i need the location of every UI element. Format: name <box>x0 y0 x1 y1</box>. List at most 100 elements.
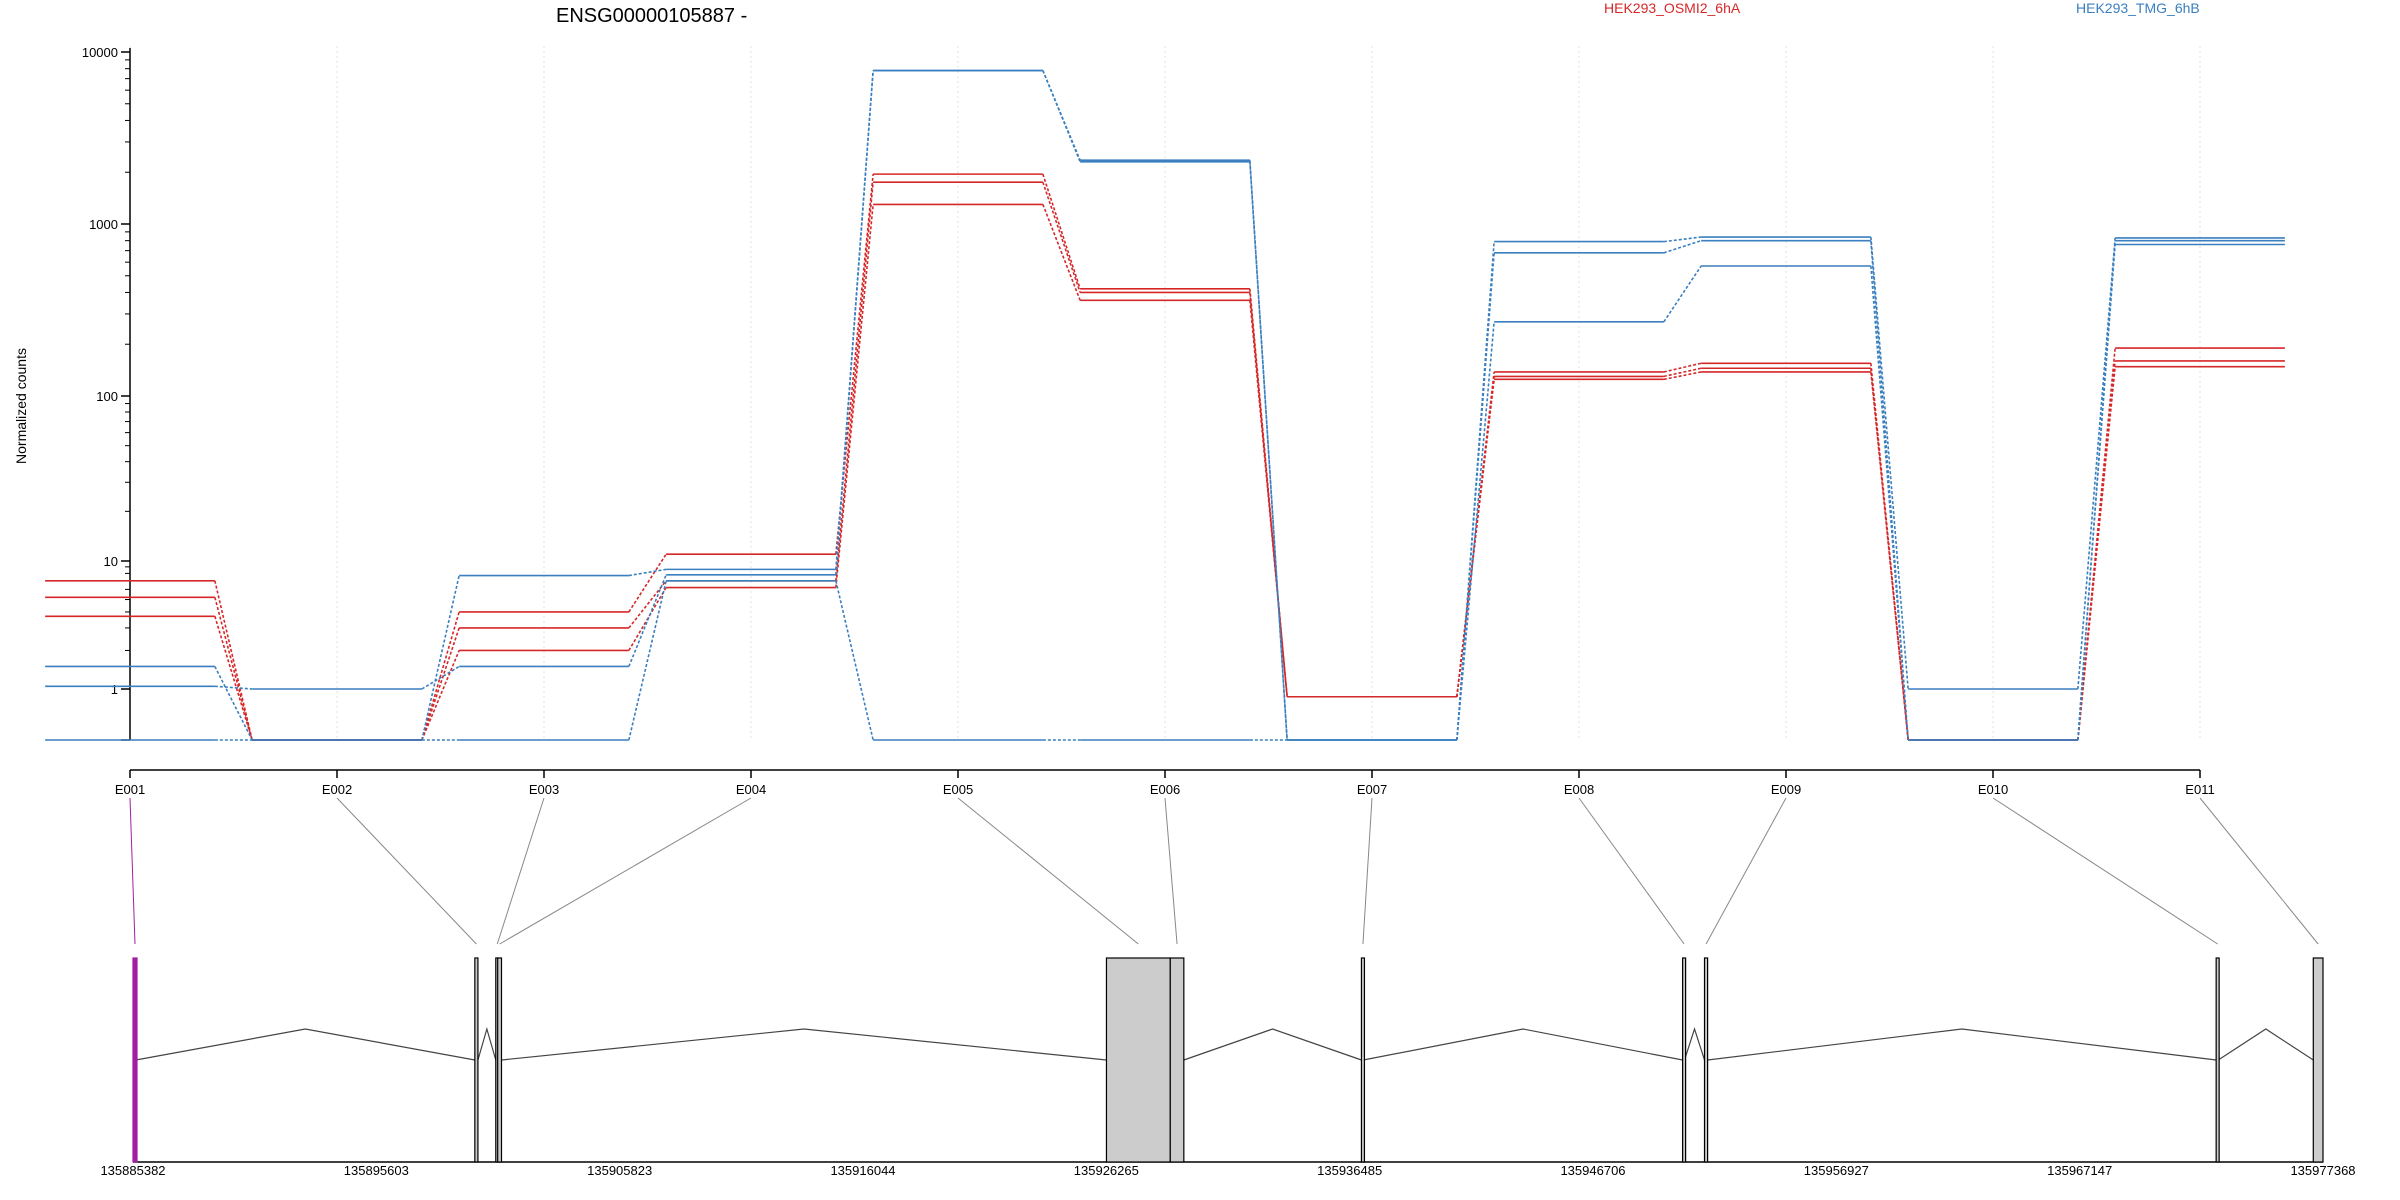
exon-connector-e002 <box>336 797 477 945</box>
intron-line <box>1183 1028 1362 1061</box>
y-tick-label: 1000 <box>89 217 118 232</box>
data-connector <box>835 182 874 581</box>
x-tick-label-e007: E007 <box>1357 782 1387 797</box>
data-connector <box>2077 237 2116 690</box>
series-line <box>45 243 2285 741</box>
legend-entry-osmi2: HEK293_OSMI2_6hA <box>1604 0 1741 16</box>
intron-line <box>1707 1028 2217 1061</box>
series-line <box>45 203 2285 741</box>
y-tick-label: 10000 <box>82 45 118 60</box>
data-connector <box>628 580 667 741</box>
coordinate-label: 135905823 <box>587 1163 652 1178</box>
data-connector <box>1870 371 1909 741</box>
exon-connector-e009 <box>1705 797 1787 945</box>
y-tick-label: 10 <box>104 554 118 569</box>
exon-connector-e001 <box>129 797 136 945</box>
exon-connectors <box>129 797 2319 945</box>
exon-box-e001 <box>132 957 138 1163</box>
data-connector <box>628 568 667 577</box>
exon-box-e009 <box>1703 957 1709 1163</box>
data-connector <box>1042 181 1081 293</box>
coordinate-label: 135956927 <box>1804 1163 1869 1178</box>
exon-box-e006 <box>1169 957 1185 1163</box>
x-tick-label-e008: E008 <box>1564 782 1594 797</box>
intron-line <box>135 1028 475 1061</box>
data-connector <box>1663 239 1702 254</box>
legend-entry-tmg: HEK293_TMG_6hB <box>2076 0 2200 16</box>
series-line <box>45 69 2285 741</box>
data-connector <box>628 580 667 629</box>
data-connector <box>2077 244 2116 741</box>
exon-connector-e007 <box>1362 797 1373 945</box>
coordinate-label: 135936485 <box>1317 1163 1382 1178</box>
x-tick-label-e006: E006 <box>1150 782 1180 797</box>
data-connector <box>421 665 460 690</box>
intron-line <box>2217 1028 2314 1061</box>
data-connector <box>835 580 874 741</box>
data-connector <box>1249 292 1288 697</box>
y-axis-label: Normalized counts <box>13 348 29 464</box>
coordinate-label: 135926265 <box>1074 1163 1139 1178</box>
data-connector <box>1870 265 1909 741</box>
y-tick-label: 1 <box>111 682 118 697</box>
chart-title: ENSG00000105887 - <box>556 5 747 27</box>
x-tick-label-e009: E009 <box>1771 782 1801 797</box>
coordinate-label: 135946706 <box>1560 1163 1625 1178</box>
x-tick-label-e003: E003 <box>529 782 559 797</box>
data-connector <box>1663 371 1702 381</box>
data-connector <box>1870 236 1909 690</box>
data-connector <box>421 611 460 741</box>
data-connector <box>1663 367 1702 378</box>
data-connector <box>835 70 874 575</box>
exon-connector-e006 <box>1164 797 1178 945</box>
gridlines <box>129 46 2201 740</box>
intron-line <box>501 1028 1107 1061</box>
x-tick-label-e010: E010 <box>1978 782 2008 797</box>
data-connector <box>835 204 874 588</box>
coordinate-label: 135895603 <box>344 1163 409 1178</box>
data-connector <box>1663 362 1702 373</box>
x-tick-label-e001: E001 <box>115 782 145 797</box>
exon-box-e002 <box>474 957 479 1163</box>
exon-connector-e010 <box>1992 797 2218 945</box>
x-tick-label-e005: E005 <box>943 782 973 797</box>
x-tick-label-e002: E002 <box>322 782 352 797</box>
exon-box-e008 <box>1682 957 1687 1163</box>
gene-model: 135885382 135895603 135905823 135916044 1359… <box>100 957 2356 1178</box>
coordinate-label: 135977368 <box>2290 1163 2355 1178</box>
exon-connector-e011 <box>2199 797 2319 945</box>
exon-connector-e008 <box>1578 797 1685 945</box>
coordinate-label: 135967147 <box>2047 1163 2112 1178</box>
series-line <box>45 69 2285 741</box>
data-connector <box>421 650 460 741</box>
data-connector <box>1663 265 1702 323</box>
exon-box-e011 <box>2312 957 2324 1163</box>
axes: 1 10 100 1000 10000 E001 E002 E003 E004 E005 E006 E… <box>82 45 2215 797</box>
exon-box-e010 <box>2215 957 2220 1163</box>
data-connector <box>1456 241 1495 741</box>
x-tick-label-e011: E011 <box>2185 782 2214 797</box>
data-connector <box>214 666 253 741</box>
data-connector <box>2077 366 2116 741</box>
exon-box-e005 <box>1105 957 1171 1163</box>
exon-box-e004 <box>497 957 503 1163</box>
intron-line <box>1683 1027 1706 1061</box>
exon-connector-e003 <box>496 797 545 945</box>
data-connector <box>1042 204 1081 301</box>
data-connector <box>214 616 253 741</box>
series-lines <box>45 69 2285 741</box>
data-connector <box>1456 379 1495 697</box>
data-connector <box>421 575 460 741</box>
coordinate-label: 135916044 <box>830 1163 895 1178</box>
data-connector <box>214 685 253 690</box>
exon-connector-e004 <box>499 797 752 945</box>
coordinate-label: 135885382 <box>100 1163 165 1178</box>
data-connector <box>214 597 253 741</box>
data-connector <box>835 174 874 555</box>
data-connector <box>1042 70 1081 163</box>
data-connector <box>1456 252 1495 741</box>
data-connector <box>1249 161 1288 741</box>
data-connector <box>628 553 667 613</box>
data-connector <box>1042 173 1081 290</box>
